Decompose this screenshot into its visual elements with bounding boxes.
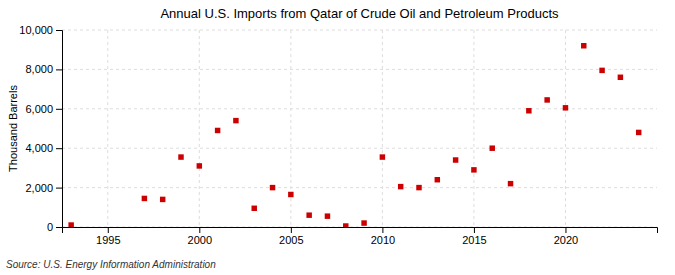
point <box>599 68 604 73</box>
y-tick-mark <box>56 227 62 228</box>
point <box>526 108 531 113</box>
y-tick-mark <box>56 30 62 31</box>
x-tick-label: 1995 <box>96 234 120 246</box>
x-tick-mark <box>382 227 383 233</box>
x-axis: 1995 2000 2005 2010 2015 2020 <box>63 227 658 246</box>
x-tick: 2015 <box>462 227 486 246</box>
y-axis: 0 2,000 4,000 6,000 8,000 10,000 <box>19 24 62 233</box>
y-tick-label: 0 <box>47 221 53 233</box>
y-tick-label: 2,000 <box>25 182 53 194</box>
point <box>471 167 476 172</box>
point <box>435 177 440 182</box>
point <box>68 222 73 227</box>
point <box>508 181 513 186</box>
y-tick-mark <box>56 188 62 189</box>
x-tick-label: 2000 <box>188 234 212 246</box>
x-tick: 2005 <box>279 227 303 246</box>
x-tick-mark <box>108 227 109 233</box>
grid-line-y <box>62 187 657 188</box>
plot: 1995 2000 2005 2010 2015 2020 0 2,000 4,000 6,000… <box>19 24 657 246</box>
point <box>178 154 183 159</box>
point <box>160 197 165 202</box>
title: Annual U.S. Imports from Qatar of Crude … <box>160 6 559 21</box>
y-tick-mark <box>56 148 62 149</box>
point <box>215 128 220 133</box>
point <box>398 184 403 189</box>
grid-line-y <box>62 69 657 70</box>
x-tick-label: 2005 <box>279 234 303 246</box>
point <box>343 223 348 227</box>
point <box>361 220 366 225</box>
x-tick-mark <box>199 227 200 233</box>
y-tick: 4,000 <box>25 142 62 154</box>
y-tick-label: 6,000 <box>25 103 53 115</box>
y-tick-label: 4,000 <box>25 142 53 154</box>
point <box>489 145 494 150</box>
x-tick-mark <box>291 227 292 233</box>
x-tick: 2000 <box>188 227 212 246</box>
y-tick-label: 10,000 <box>19 24 53 36</box>
point <box>251 206 256 211</box>
grid-line-x <box>290 30 291 227</box>
grid-line-y <box>62 30 657 31</box>
point <box>197 163 202 168</box>
y-tick: 2,000 <box>25 182 62 194</box>
point <box>563 105 568 110</box>
x-axis-line <box>63 228 658 234</box>
chart: 1995 2000 2005 2010 2015 2020 0 2,000 4,000 6,000… <box>0 0 675 275</box>
source: Source: U.S. Energy Information Administ… <box>6 259 216 270</box>
x-tick: 2010 <box>371 227 395 246</box>
y-tick: 0 <box>47 221 62 233</box>
point <box>270 185 275 190</box>
grid-line-x <box>473 30 474 227</box>
y-axis-title: Thousand Barrels <box>7 85 19 172</box>
grid-line-x <box>199 30 200 227</box>
point <box>380 154 385 159</box>
grid-line-x <box>565 30 566 227</box>
y-tick-label: 8,000 <box>25 63 53 75</box>
x-tick: 1995 <box>96 227 120 246</box>
grid-line-x <box>107 30 108 227</box>
x-tick-label: 2020 <box>554 234 578 246</box>
y-tick: 6,000 <box>25 103 62 115</box>
x-tick: 2020 <box>554 227 578 246</box>
point <box>142 196 147 201</box>
points <box>68 43 641 227</box>
point <box>325 213 330 218</box>
point <box>544 97 549 102</box>
y-tick: 8,000 <box>25 63 62 75</box>
point <box>581 43 586 48</box>
grid <box>62 30 657 227</box>
point <box>306 212 311 217</box>
point <box>453 157 458 162</box>
y-axis-line <box>56 31 63 228</box>
point <box>288 192 293 197</box>
x-tick-mark <box>565 227 566 233</box>
point <box>416 185 421 190</box>
y-tick: 10,000 <box>19 24 62 36</box>
x-tick-label: 2015 <box>462 234 486 246</box>
point <box>618 75 623 80</box>
x-tick-mark <box>474 227 475 233</box>
x-tick-label: 2010 <box>371 234 395 246</box>
point <box>636 130 641 135</box>
y-tick-mark <box>56 109 62 110</box>
grid-line-x <box>382 30 383 227</box>
y-tick-mark <box>56 69 62 70</box>
grid-line-y <box>62 148 657 149</box>
point <box>233 118 238 123</box>
